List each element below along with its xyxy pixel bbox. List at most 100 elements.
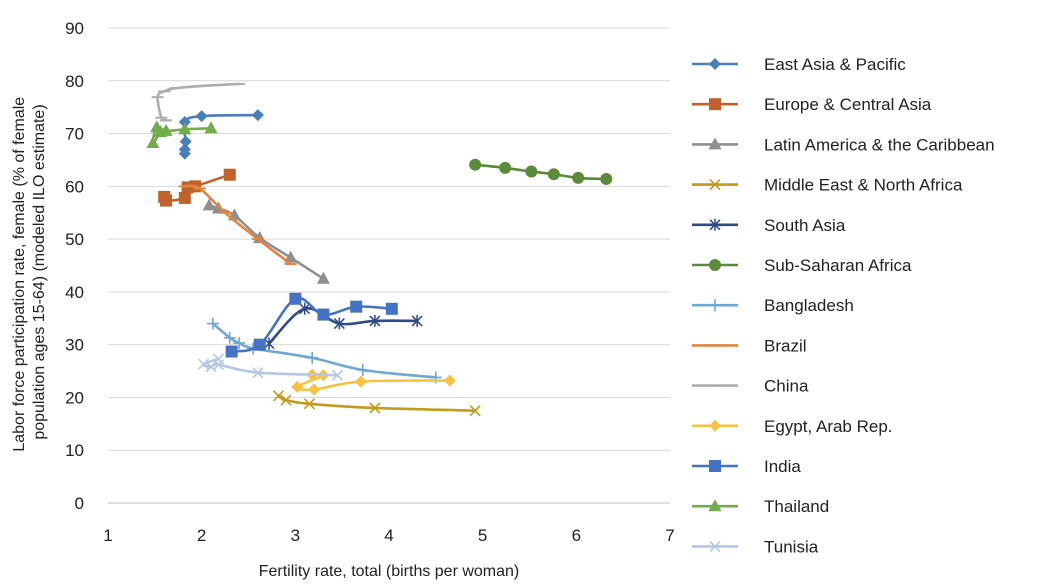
data-point xyxy=(600,172,613,185)
x-tick-label: 2 xyxy=(197,526,206,545)
data-point xyxy=(572,171,585,184)
legend-marker xyxy=(709,540,721,552)
series-china xyxy=(151,82,246,122)
legend-label: East Asia & Pacific xyxy=(764,55,906,74)
data-point xyxy=(308,383,321,396)
data-point xyxy=(291,380,304,393)
legend-label: Middle East & North Africa xyxy=(764,176,963,195)
series-india xyxy=(225,292,398,358)
data-point xyxy=(158,190,171,203)
data-point xyxy=(272,390,285,402)
data-point xyxy=(179,135,192,148)
series-line xyxy=(207,204,325,280)
series-thailand xyxy=(146,120,218,149)
data-point xyxy=(233,337,246,350)
x-tick-label: 3 xyxy=(291,526,300,545)
data-point xyxy=(525,165,538,178)
series-europe-central-asia xyxy=(158,168,236,207)
legend-item-india: India xyxy=(692,457,801,476)
legend-label: Latin America & the Caribbean xyxy=(764,135,995,154)
data-point xyxy=(469,158,482,171)
data-point xyxy=(354,375,367,388)
x-tick-label: 4 xyxy=(384,526,393,545)
y-tick-label: 90 xyxy=(65,19,84,38)
data-point xyxy=(299,302,311,315)
legend-label: Tunisia xyxy=(764,537,819,556)
legend-marker xyxy=(708,137,722,150)
legend-item-china: China xyxy=(692,377,809,396)
series-line xyxy=(473,163,608,181)
legend-label: China xyxy=(764,377,809,396)
data-point xyxy=(195,110,208,123)
data-point xyxy=(303,398,315,410)
data-point xyxy=(225,345,238,358)
data-point xyxy=(280,394,292,406)
y-tick-label: 50 xyxy=(65,230,84,249)
data-point xyxy=(251,109,264,122)
data-point xyxy=(356,364,369,376)
legend-label: Brazil xyxy=(764,336,807,355)
data-point xyxy=(204,121,218,134)
y-tick-label: 10 xyxy=(65,441,84,460)
legend-item-sub-saharan-africa: Sub-Saharan Africa xyxy=(692,256,912,275)
data-point xyxy=(284,250,298,263)
series-east-asia-pacific xyxy=(178,109,264,160)
legend-marker xyxy=(708,499,722,512)
legend-item-tunisia: Tunisia xyxy=(692,537,819,556)
y-tick-label: 20 xyxy=(65,388,84,407)
legend-label: India xyxy=(764,457,801,476)
data-point xyxy=(178,122,192,135)
data-point xyxy=(331,369,344,381)
x-tick-label: 1 xyxy=(103,526,112,545)
legend-marker xyxy=(709,460,721,472)
data-point xyxy=(411,314,423,327)
data-point xyxy=(223,168,236,181)
legend-marker xyxy=(709,58,721,70)
legend: East Asia & Pacific Europe & Central Asia… xyxy=(692,55,995,556)
data-point xyxy=(202,198,216,211)
legend-item-bangladesh: Bangladesh xyxy=(692,296,854,315)
x-tick-label: 6 xyxy=(572,526,581,545)
y-tick-label: 80 xyxy=(65,72,84,91)
series-sub-saharan-africa xyxy=(469,158,613,185)
legend-marker xyxy=(709,419,721,432)
data-point xyxy=(252,367,264,379)
y-tick-label: 60 xyxy=(65,177,84,196)
y-tick-label: 40 xyxy=(65,283,84,302)
data-point xyxy=(317,308,330,321)
series-line xyxy=(277,394,477,412)
x-axis-label: Fertility rate, total (births per woman) xyxy=(259,563,520,580)
legend-item-south-asia: South Asia xyxy=(692,216,846,235)
y-axis-label-line-2: population ages 15-64) (modeled ILO esti… xyxy=(31,104,48,439)
legend-marker xyxy=(709,299,721,312)
data-point xyxy=(263,337,275,350)
data-point xyxy=(227,208,241,221)
data-point xyxy=(316,271,330,284)
legend-item-brazil: Brazil xyxy=(692,336,807,355)
legend-marker xyxy=(709,218,721,231)
x-tick-labels: 1 2 3 4 5 6 7 xyxy=(103,526,674,545)
data-point xyxy=(289,292,302,305)
series-middle-east-north-africa xyxy=(272,390,481,417)
data-point xyxy=(153,124,167,137)
legend-label: Thailand xyxy=(764,497,829,516)
legend-item-europe-central-asia: Europe & Central Asia xyxy=(692,95,932,114)
data-point xyxy=(223,331,236,344)
data-point xyxy=(547,168,560,181)
series-line xyxy=(183,184,292,266)
y-tick-label: 30 xyxy=(65,336,84,355)
legend-item-middle-east-north-africa: Middle East & North Africa xyxy=(692,176,963,195)
legend-label: South Asia xyxy=(764,216,846,235)
data-point xyxy=(212,353,225,365)
data-point xyxy=(350,300,363,313)
data-point xyxy=(178,115,191,128)
y-tick-label: 70 xyxy=(65,125,84,144)
gridlines xyxy=(108,27,670,504)
x-tick-label: 5 xyxy=(478,526,487,545)
legend-label: Europe & Central Asia xyxy=(764,95,932,114)
data-point xyxy=(385,302,398,315)
y-axis-label-line-1: Labor force participation rate, female (… xyxy=(11,97,28,452)
data-point xyxy=(253,338,266,351)
data-point xyxy=(333,317,345,330)
data-point xyxy=(499,161,512,174)
